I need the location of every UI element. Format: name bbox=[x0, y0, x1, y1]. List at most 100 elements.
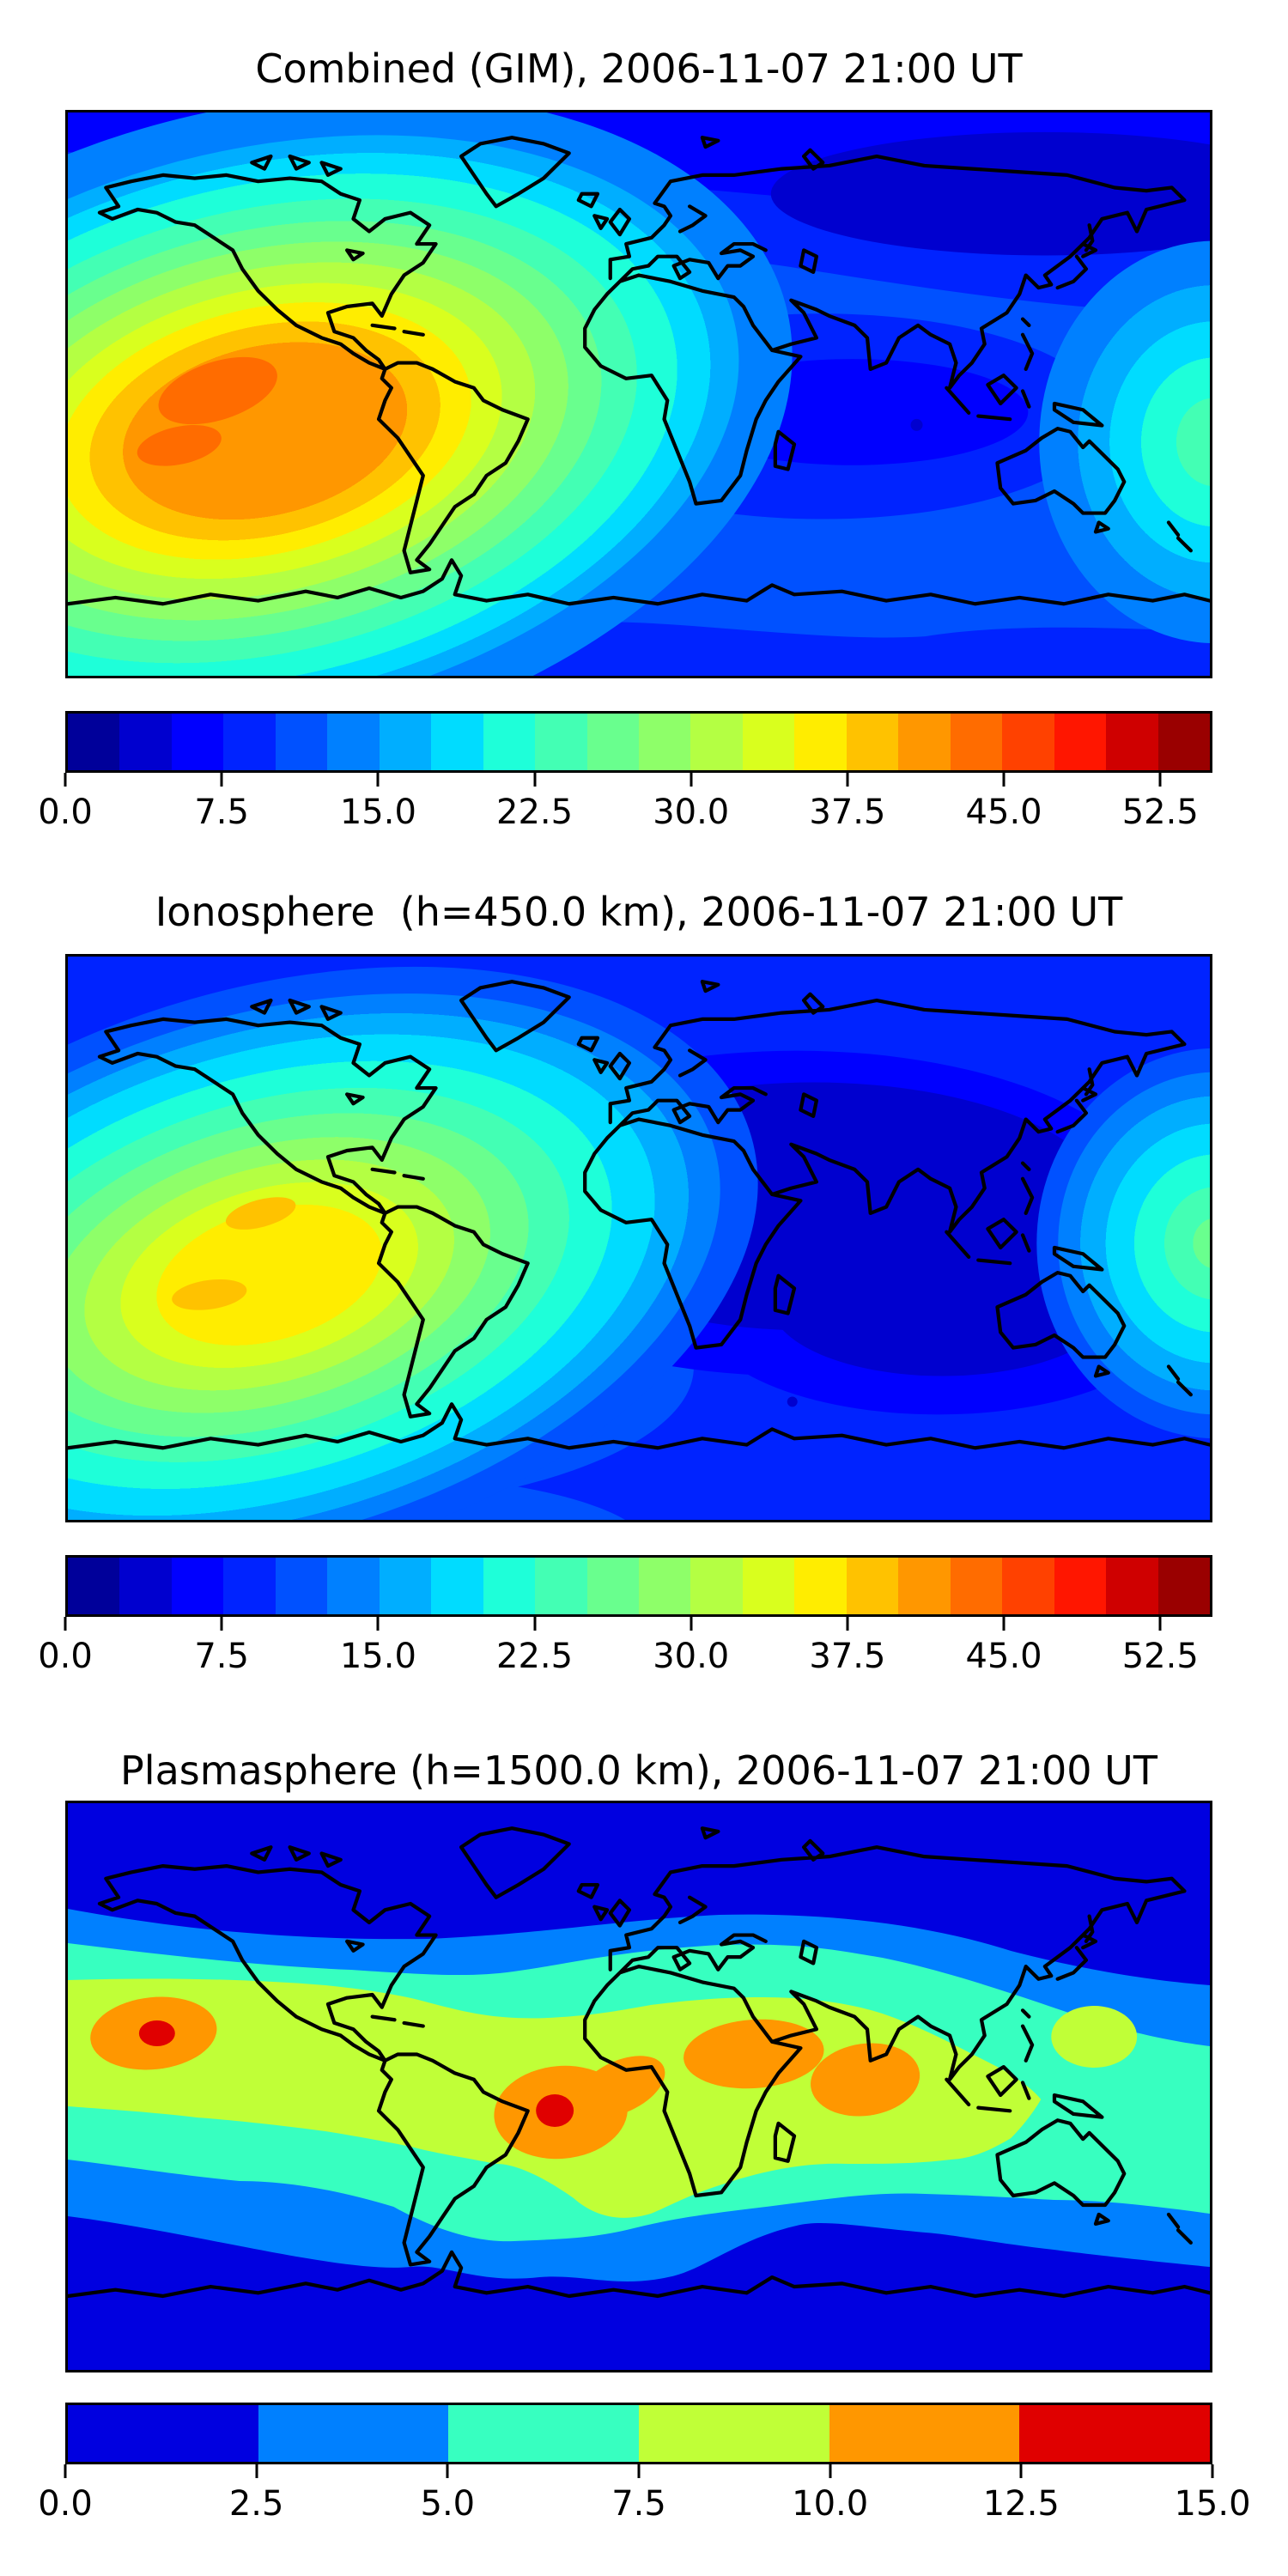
colorbar-segment bbox=[171, 714, 224, 770]
colorbar-tick-labels: 0.0 7.5 15.0 22.5 30.0 37.5 45.0 52.5 bbox=[38, 1637, 1212, 1681]
colorbar-tick-label: 0.0 bbox=[38, 793, 93, 832]
colorbar-segment bbox=[1106, 1558, 1158, 1614]
colorbar-segment bbox=[1157, 714, 1210, 770]
contour-map-combined bbox=[68, 112, 1210, 676]
colorbar-segment bbox=[68, 1558, 120, 1614]
colorbar-tick-label: 52.5 bbox=[1121, 1637, 1199, 1676]
colorbar-tick-label: 2.5 bbox=[228, 2484, 284, 2524]
colorbar-segment bbox=[119, 714, 172, 770]
colorbar-segment bbox=[586, 714, 639, 770]
colorbar-strip bbox=[68, 714, 1210, 770]
colorbar-tick-mark bbox=[1211, 2464, 1214, 2478]
colorbar-segment bbox=[690, 714, 743, 770]
colorbar-segment bbox=[68, 2405, 258, 2462]
colorbar-ticks bbox=[64, 2464, 1214, 2479]
colorbar-tick-label: 30.0 bbox=[653, 793, 730, 832]
colorbar-segment bbox=[448, 2405, 640, 2462]
colorbar-tick-mark bbox=[690, 1617, 693, 1631]
colorbar-tick-label: 7.5 bbox=[194, 1637, 249, 1676]
colorbar-tick-mark bbox=[220, 1617, 223, 1631]
colorbar-segment bbox=[119, 1558, 172, 1614]
colorbar-tick-mark bbox=[533, 773, 537, 787]
colorbar-tick-label: 15.0 bbox=[339, 793, 416, 832]
colorbar-tick-mark bbox=[637, 2464, 641, 2478]
panel-title-ionosphere: Ionosphere (h=450.0 km), 2006-11-07 21:0… bbox=[155, 889, 1123, 935]
colorbar-segment bbox=[431, 1558, 483, 1614]
colorbar-segment bbox=[898, 1558, 951, 1614]
colorbar-tick-label: 22.5 bbox=[496, 793, 574, 832]
colorbar-tick-mark bbox=[846, 1617, 849, 1631]
colorbar-tick-label: 5.0 bbox=[420, 2484, 476, 2524]
colorbar-tick-mark bbox=[533, 1617, 537, 1631]
colorbar-tick-label: 0.0 bbox=[38, 1637, 93, 1676]
colorbar-ionosphere: 0.0 7.5 15.0 22.5 30.0 37.5 45.0 52.5 bbox=[38, 1555, 1212, 1681]
colorbar-segment bbox=[379, 1558, 432, 1614]
colorbar-tick-label: 0.0 bbox=[38, 2484, 93, 2524]
colorbar-segment bbox=[794, 1558, 847, 1614]
colorbar-segment bbox=[1002, 1558, 1054, 1614]
colorbar-tick-label: 15.0 bbox=[1174, 2484, 1251, 2524]
colorbar-segment bbox=[1106, 714, 1158, 770]
colorbar-tick-mark bbox=[220, 773, 223, 787]
colorbar-segment bbox=[68, 714, 120, 770]
map-combined-gim bbox=[65, 110, 1212, 678]
colorbar-tick-label: 30.0 bbox=[653, 1637, 730, 1676]
colorbar-segment bbox=[535, 1558, 587, 1614]
colorbar-segment bbox=[1019, 2405, 1211, 2462]
panel-title-combined: Combined (GIM), 2006-11-07 21:00 UT bbox=[255, 46, 1023, 92]
colorbar-tick-mark bbox=[255, 2464, 258, 2478]
colorbar-segment bbox=[1054, 1558, 1107, 1614]
colorbar-segment bbox=[483, 1558, 536, 1614]
colorbar-tick-mark bbox=[1158, 1617, 1162, 1631]
map-ionosphere bbox=[65, 954, 1212, 1522]
colorbar-outline bbox=[65, 1555, 1212, 1617]
colorbar-tick-mark bbox=[446, 2464, 449, 2478]
colorbar-tick-label: 45.0 bbox=[965, 1637, 1042, 1676]
colorbar-segment bbox=[275, 1558, 328, 1614]
colorbar-strip bbox=[68, 2405, 1211, 2462]
colorbar-tick-label: 37.5 bbox=[809, 793, 886, 832]
colorbar-plasmasphere: 0.0 2.5 5.0 7.5 10.0 12.5 15.0 bbox=[38, 2403, 1251, 2529]
colorbar-segment bbox=[846, 1558, 899, 1614]
colorbar-tick-label: 10.0 bbox=[792, 2484, 869, 2524]
colorbar-segment bbox=[829, 2405, 1020, 2462]
colorbar-tick-mark bbox=[376, 773, 380, 787]
colorbar-segment bbox=[223, 714, 276, 770]
colorbar-tick-label: 52.5 bbox=[1121, 793, 1199, 832]
colorbar-tick-label: 37.5 bbox=[809, 1637, 886, 1676]
colorbar-segment bbox=[535, 714, 587, 770]
colorbar-tick-mark bbox=[64, 1617, 67, 1631]
colorbar-segment bbox=[223, 1558, 276, 1614]
colorbar-segment bbox=[275, 714, 328, 770]
colorbar-segment bbox=[483, 714, 536, 770]
map-plasmasphere bbox=[65, 1801, 1212, 2372]
colorbar-strip bbox=[68, 1558, 1210, 1614]
colorbar-tick-mark bbox=[376, 1617, 380, 1631]
colorbar-tick-mark bbox=[846, 773, 849, 787]
colorbar-tick-label: 7.5 bbox=[611, 2484, 666, 2524]
colorbar-segment bbox=[327, 1558, 380, 1614]
colorbar-tick-mark bbox=[1002, 773, 1005, 787]
colorbar-segment bbox=[258, 2405, 449, 2462]
colorbar-tick-mark bbox=[829, 2464, 832, 2478]
colorbar-segment bbox=[794, 714, 847, 770]
colorbar-tick-labels: 0.0 2.5 5.0 7.5 10.0 12.5 15.0 bbox=[38, 2484, 1250, 2529]
colorbar-tick-mark bbox=[64, 2464, 67, 2478]
colorbar-segment bbox=[898, 714, 951, 770]
colorbar-tick-mark bbox=[1002, 1617, 1005, 1631]
contour-map-plasmasphere bbox=[68, 1803, 1210, 2370]
colorbar-tick-label: 12.5 bbox=[982, 2484, 1060, 2524]
colorbar-tick-mark bbox=[690, 773, 693, 787]
colorbar-segment bbox=[1054, 714, 1107, 770]
colorbar-segment bbox=[846, 714, 899, 770]
colorbar-segment bbox=[379, 714, 432, 770]
colorbar-outline bbox=[65, 711, 1212, 773]
colorbar-segment bbox=[1002, 714, 1054, 770]
contour-map-ionosphere bbox=[68, 957, 1210, 1520]
colorbar-segment bbox=[639, 2405, 829, 2462]
colorbar-tick-mark bbox=[64, 773, 67, 787]
colorbar-segment bbox=[638, 1558, 691, 1614]
colorbar-segment bbox=[742, 714, 795, 770]
colorbar-segment bbox=[742, 1558, 795, 1614]
